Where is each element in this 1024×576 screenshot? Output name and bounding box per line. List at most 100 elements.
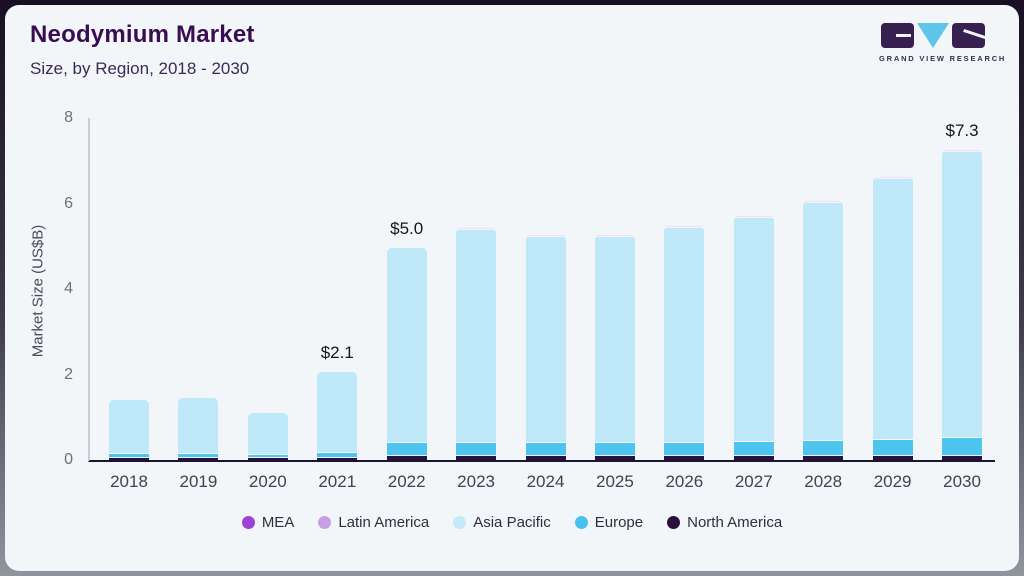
legend-label: Asia Pacific (473, 514, 551, 531)
y-tick-label-2: 2 (64, 365, 73, 383)
bar-segment-europe-2018 (109, 453, 149, 458)
plot-area: 2018 2019 2020 2021 $2.1 2022 $5.0 2023 2024 2025… (88, 118, 995, 491)
bar-2018 (109, 400, 149, 460)
bar-segment-asia-pacific-2020 (247, 413, 288, 456)
bar-segment-latin-america-2024 (525, 235, 566, 237)
bar-segment-latin-america-2029 (872, 178, 913, 180)
bar-segment-north-america-2027 (733, 455, 774, 460)
bar-segment-europe-2028 (803, 440, 844, 456)
bar-segment-europe-2023 (456, 442, 497, 456)
bar-2027 (733, 216, 774, 460)
legend-dot-asia-pacific (453, 516, 467, 529)
bar-2019 (178, 398, 219, 460)
bar-2024 (525, 235, 566, 460)
bar-segment-asia-pacific-2029 (872, 179, 913, 440)
bar-segment-mea-2026 (664, 226, 705, 228)
bar-segment-asia-pacific-2027 (733, 217, 774, 443)
bar-2026 (664, 226, 705, 460)
y-tick-label-4: 4 (64, 280, 73, 297)
legend-dot-north-america (667, 516, 681, 529)
legend-item-asia-pacific: Asia Pacific (453, 514, 551, 531)
x-tick-label-2026: 2026 (665, 472, 704, 491)
bar-segment-mea-2023 (456, 228, 497, 230)
x-tick-label-2023: 2023 (457, 472, 495, 491)
y-tick-label-6: 6 (64, 194, 73, 212)
bar-segment-north-america-2019 (178, 457, 219, 460)
legend-item-north-america: North America (667, 514, 782, 531)
bar-segment-north-america-2022 (386, 455, 427, 460)
y-tick-label-8: 8 (64, 109, 73, 126)
gvr-logo-icon (879, 23, 987, 49)
bar-segment-north-america-2020 (247, 457, 288, 460)
bar-segment-mea-2028 (803, 201, 844, 202)
bar-segment-asia-pacific-2018 (109, 400, 149, 454)
bar-2028 (803, 201, 844, 460)
legend-item-mea: MEA (241, 514, 294, 531)
bar-segment-mea-2027 (733, 216, 774, 217)
bar-value-label-2022: $5.0 (390, 219, 424, 239)
bar-segment-asia-pacific-2025 (594, 236, 635, 443)
bar-segment-north-america-2021 (317, 457, 358, 460)
logo-r-block (952, 23, 985, 48)
bar-segment-asia-pacific-2023 (456, 230, 497, 443)
bar-2030 (942, 150, 983, 460)
bar-segment-asia-pacific-2024 (525, 236, 566, 443)
legend-item-europe: Europe (574, 514, 644, 531)
bar-segment-europe-2030 (942, 437, 983, 456)
logo-text: GRAND VIEW RESEARCH (879, 54, 1007, 63)
legend-item-latin-america: Latin America (318, 514, 429, 531)
legend-dot-mea (241, 516, 255, 529)
gvr-logo: GRAND VIEW RESEARCH (879, 23, 1007, 63)
bar-2020 (247, 413, 288, 460)
bar-segment-latin-america-2030 (942, 151, 983, 153)
x-tick-label-2024: 2024 (526, 472, 565, 491)
bar-segment-europe-2025 (594, 442, 635, 456)
x-tick-label-2019: 2019 (179, 472, 218, 491)
bar-segment-europe-2027 (733, 442, 774, 456)
bar-segment-north-america-2023 (456, 455, 497, 460)
x-tick-label-2018: 2018 (110, 472, 148, 491)
bar-segment-europe-2022 (386, 442, 427, 456)
bar-segment-europe-2021 (317, 452, 358, 458)
bar-2025 (594, 235, 635, 460)
bar-segment-mea-2029 (872, 177, 913, 179)
bar-segment-europe-2020 (247, 455, 288, 458)
bar-segment-europe-2024 (525, 442, 566, 456)
bar-segment-north-america-2024 (525, 455, 566, 460)
bar-segment-latin-america-2028 (803, 202, 844, 203)
bar-segment-north-america-2018 (109, 457, 149, 460)
legend-label: North America (687, 514, 783, 531)
x-tick-label-2029: 2029 (873, 472, 912, 491)
bar-value-label-2030: $7.3 (945, 120, 979, 140)
page-title: Neodymium Market (30, 21, 255, 48)
logo-g-block (881, 23, 914, 48)
bar-segment-latin-america-2023 (456, 229, 497, 231)
legend-label: Europe (594, 514, 644, 531)
bar-segment-latin-america-2027 (733, 216, 774, 218)
bar-segment-mea-2025 (594, 235, 635, 236)
legend-dot-latin-america (318, 516, 332, 529)
x-tick-label-2027: 2027 (734, 472, 773, 491)
bar-segment-latin-america-2025 (594, 235, 635, 237)
bar-segment-asia-pacific-2022 (386, 248, 427, 443)
y-tick-label-0: 0 (64, 451, 73, 468)
bar-segment-north-america-2029 (872, 455, 913, 460)
x-tick-label-2028: 2028 (804, 472, 843, 491)
x-tick-label-2022: 2022 (387, 472, 426, 491)
bar-segment-mea-2030 (942, 150, 983, 151)
y-axis-tick-labels: 0 2 4 6 8 (43, 109, 73, 468)
bar-segment-north-america-2028 (803, 455, 844, 460)
legend-dot-europe (574, 516, 588, 529)
bar-segment-europe-2029 (872, 439, 913, 456)
bar-segment-europe-2019 (178, 453, 219, 458)
bar-segment-asia-pacific-2026 (664, 228, 705, 443)
bar-segment-europe-2026 (664, 442, 705, 456)
bar-segment-asia-pacific-2030 (942, 152, 983, 438)
chart-legend: MEA Latin America Asia Pacific Europe North … (5, 514, 1019, 531)
bar-value-label-2021: $2.1 (320, 343, 354, 363)
bar-segment-latin-america-2026 (664, 227, 705, 229)
chart-card: Neodymium Market Size, by Region, 2018 -… (5, 5, 1019, 571)
bar-2029 (872, 177, 913, 460)
bar-segment-north-america-2030 (942, 455, 983, 460)
page-subtitle: Size, by Region, 2018 - 2030 (30, 59, 250, 78)
